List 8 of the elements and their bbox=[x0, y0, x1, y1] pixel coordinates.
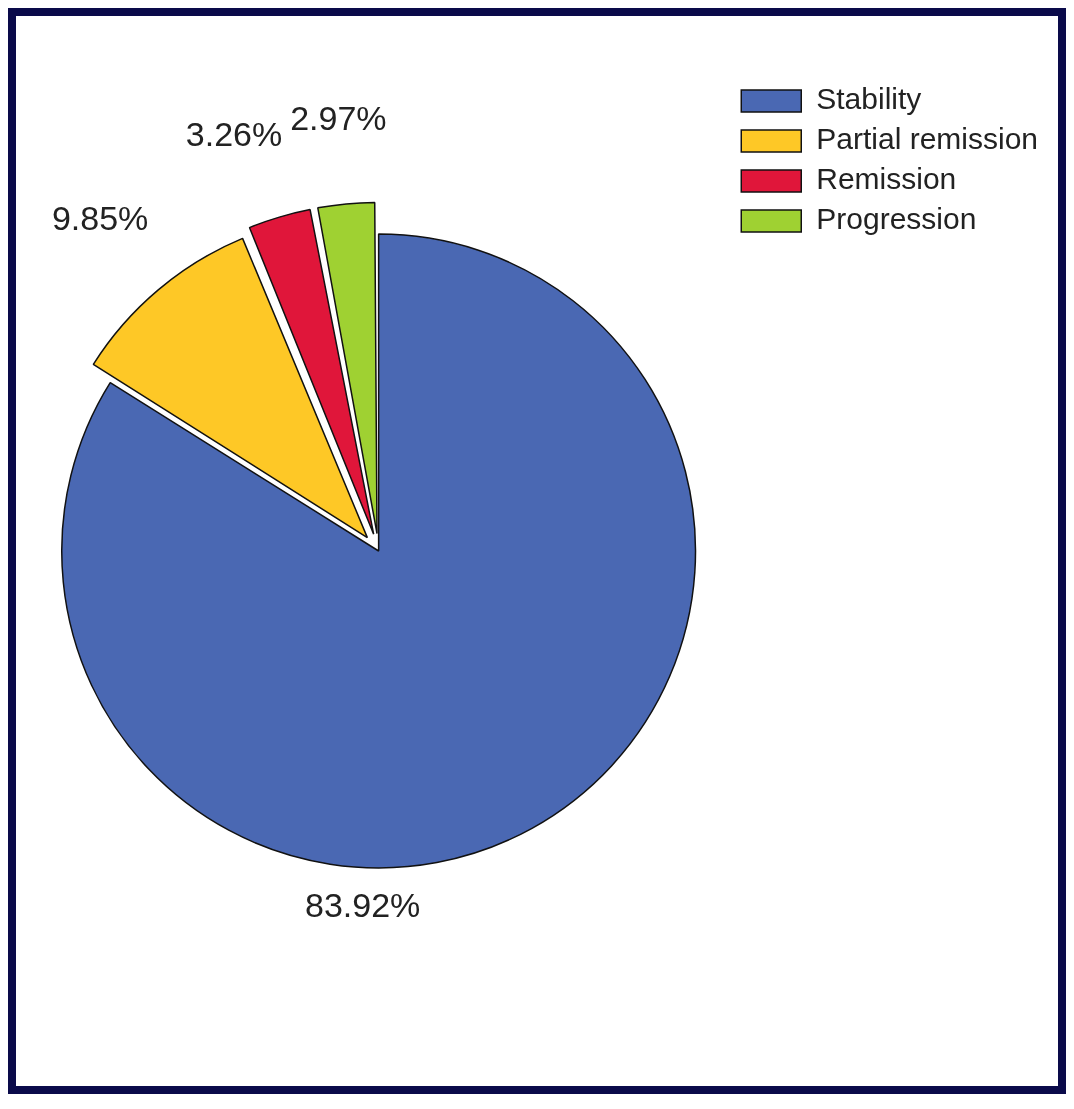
legend-label: Partial remission bbox=[816, 122, 1038, 156]
legend-label: Stability bbox=[816, 82, 922, 116]
data-label: 2.97% bbox=[290, 99, 387, 138]
data-label: 3.26% bbox=[185, 115, 283, 154]
legend-label: Remission bbox=[816, 162, 957, 196]
data-label: 83.92% bbox=[304, 885, 421, 924]
data-label: 9.85% bbox=[51, 199, 149, 238]
legend-label: Progression bbox=[816, 202, 977, 236]
